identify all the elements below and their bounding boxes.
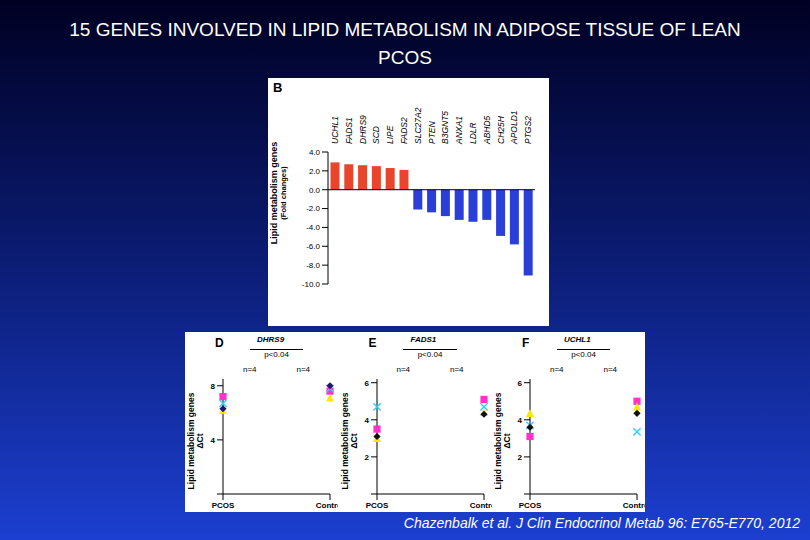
svg-text:-8.0: -8.0 bbox=[306, 261, 320, 270]
svg-text:Control: Control bbox=[623, 501, 645, 510]
svg-text:PCOS: PCOS bbox=[365, 501, 388, 510]
html-text:Lipid metabolism genes: Lipid metabolism genes bbox=[186, 392, 196, 490]
html-text:n=4: n=4 bbox=[243, 365, 257, 374]
svg-text:-6.0: -6.0 bbox=[306, 242, 320, 251]
svg-text:UCHL1: UCHL1 bbox=[330, 116, 340, 144]
html-text:DHRS9: DHRS9 bbox=[257, 335, 285, 344]
svg-text:4: 4 bbox=[211, 436, 216, 445]
svg-text:ABHD5: ABHD5 bbox=[482, 115, 492, 145]
svg-text:CH25H: CH25H bbox=[496, 115, 506, 144]
svg-text:-2.0: -2.0 bbox=[306, 204, 320, 213]
html-text:Lipid metabolism genes: Lipid metabolism genes bbox=[269, 141, 279, 245]
html-text:Lipid metabolism genes: Lipid metabolism genes bbox=[339, 392, 350, 490]
svg-text:4.0: 4.0 bbox=[309, 148, 321, 157]
html-text:n=4: n=4 bbox=[296, 365, 310, 374]
svg-text:6: 6 bbox=[364, 379, 369, 388]
html-text:p<0.04: p<0.04 bbox=[417, 350, 443, 359]
svg-text:DHRS9: DHRS9 bbox=[358, 115, 368, 144]
svg-text:Control: Control bbox=[316, 501, 338, 510]
svg-text:LDLR: LDLR bbox=[468, 122, 478, 144]
html-text:Lipid metabolism genes: Lipid metabolism genes bbox=[493, 392, 503, 490]
html-text:p<0.04: p<0.04 bbox=[571, 350, 596, 359]
html-text:ΔCt: ΔCt bbox=[348, 433, 359, 449]
svg-text:4: 4 bbox=[518, 416, 523, 425]
svg-text:SLC27A2: SLC27A2 bbox=[413, 107, 423, 144]
html-text:ΔCt: ΔCt bbox=[502, 433, 513, 449]
svg-text:0.0: 0.0 bbox=[309, 186, 321, 195]
svg-text:2: 2 bbox=[364, 453, 369, 462]
svg-text:B3GNT5: B3GNT5 bbox=[440, 111, 450, 144]
svg-text:8: 8 bbox=[211, 382, 216, 391]
html-text:B: B bbox=[273, 80, 283, 95]
html-text:(Fold changes): (Fold changes) bbox=[278, 166, 288, 220]
svg-text:PCOS: PCOS bbox=[212, 501, 235, 510]
svg-text:PTGS2: PTGS2 bbox=[523, 116, 533, 144]
html-text:D: D bbox=[215, 336, 224, 350]
svg-text:FADS2: FADS2 bbox=[399, 117, 409, 144]
svg-text:Control: Control bbox=[469, 501, 491, 510]
html-text:15 GENES INVOLVED IN LIPID MET: 15 GENES INVOLVED IN LIPID METABOLISM IN… bbox=[69, 19, 741, 68]
svg-text:PTEN: PTEN bbox=[427, 120, 437, 144]
html-text:n=4: n=4 bbox=[396, 365, 410, 374]
html-text:n=4: n=4 bbox=[450, 365, 464, 374]
html-text:F: F bbox=[522, 336, 530, 350]
svg-text:4: 4 bbox=[364, 416, 369, 425]
svg-text:FADS1: FADS1 bbox=[344, 117, 354, 144]
svg-text:APOLD1: APOLD1 bbox=[509, 110, 519, 145]
html-text:E: E bbox=[368, 336, 377, 350]
svg-text:2.0: 2.0 bbox=[309, 167, 321, 176]
html-text:UCHL1: UCHL1 bbox=[564, 335, 591, 344]
svg-text:6: 6 bbox=[518, 379, 523, 388]
html-text:p<0.04: p<0.04 bbox=[264, 350, 289, 359]
html-text:Chazenbalk et al. J Clin Endoc: Chazenbalk et al. J Clin Endocrinol Meta… bbox=[403, 515, 800, 531]
svg-text:-10.0: -10.0 bbox=[302, 280, 321, 289]
svg-text:LIPE: LIPE bbox=[385, 125, 395, 144]
html-text:ΔCt: ΔCt bbox=[195, 433, 206, 449]
svg-text:PCOS: PCOS bbox=[519, 501, 542, 510]
html-text:FADS1: FADS1 bbox=[410, 335, 437, 344]
html-text:n=4: n=4 bbox=[603, 365, 617, 374]
svg-text:SCD: SCD bbox=[371, 126, 381, 144]
html-text:n=4: n=4 bbox=[550, 365, 564, 374]
svg-text:-4.0: -4.0 bbox=[306, 223, 320, 232]
svg-text:ANXA1: ANXA1 bbox=[454, 116, 464, 145]
svg-text:2: 2 bbox=[518, 453, 523, 462]
